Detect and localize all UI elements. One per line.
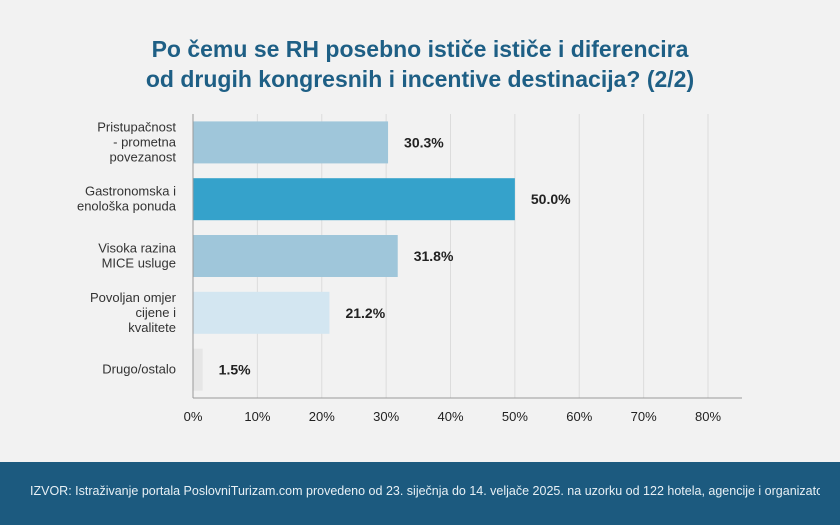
bar: [193, 235, 398, 277]
category-label: Pristupačnost - prometna povezanost: [97, 119, 177, 164]
x-tick-label: 60%: [566, 409, 592, 424]
x-tick-label: 10%: [244, 409, 270, 424]
category-label: Povoljan omjer cijene i kvalitete: [90, 290, 177, 335]
category-label: Visoka razina MICE usluge: [98, 241, 177, 271]
category-label-line: MICE usluge: [102, 256, 176, 271]
x-tick-label: 20%: [309, 409, 335, 424]
category-label-line: Povoljan omjer: [90, 290, 177, 305]
chart-title: Po čemu se RH posebno ističe ističe i di…: [0, 34, 840, 94]
category-label-line: Visoka razina: [98, 241, 177, 256]
bar-value-label: 21.2%: [345, 305, 385, 321]
category-label-line: cijene i: [136, 305, 177, 320]
bar-value-label: 30.3%: [404, 134, 444, 150]
x-tick-label: 40%: [437, 409, 463, 424]
category-label-line: povezanost: [110, 149, 177, 164]
category-label: Gastronomska i enološka ponuda: [77, 184, 177, 214]
bar: [193, 291, 330, 334]
source-footer: IZVOR: Istraživanje portala PoslovniTuri…: [0, 462, 840, 525]
chart-title-line-1: Po čemu se RH posebno ističe ističe i di…: [151, 36, 689, 62]
bar-value-label: 50.0%: [531, 191, 571, 207]
bar-value-label: 31.8%: [414, 248, 454, 264]
bar-chart: 0% 10% 20% 30% 40% 50% 60% 70% 80% 30.3% Pristupač…: [77, 114, 742, 424]
x-tick-label: 30%: [373, 409, 399, 424]
chart-title-line-2: od drugih kongresnih i incentive destina…: [145, 66, 695, 92]
source-text: IZVOR: Istraživanje portala PoslovniTuri…: [30, 484, 820, 498]
bar: [193, 121, 389, 164]
category-label-line: Pristupačnost: [97, 119, 176, 134]
category-label-line: Gastronomska i: [85, 184, 176, 199]
x-tick-label: 0%: [184, 409, 203, 424]
x-tick-label: 80%: [695, 409, 721, 424]
category-label-line: Drugo/ostalo: [102, 362, 176, 377]
category-label-line: - prometna: [113, 134, 177, 149]
category-label-line: kvalitete: [128, 320, 176, 335]
bar: [193, 348, 203, 391]
bar-value-label: 1.5%: [219, 362, 251, 378]
bar: [193, 178, 515, 221]
x-tick-label: 70%: [631, 409, 657, 424]
x-tick-label: 50%: [502, 409, 528, 424]
category-label-line: enološka ponuda: [77, 199, 177, 214]
category-label: Drugo/ostalo: [102, 362, 176, 377]
